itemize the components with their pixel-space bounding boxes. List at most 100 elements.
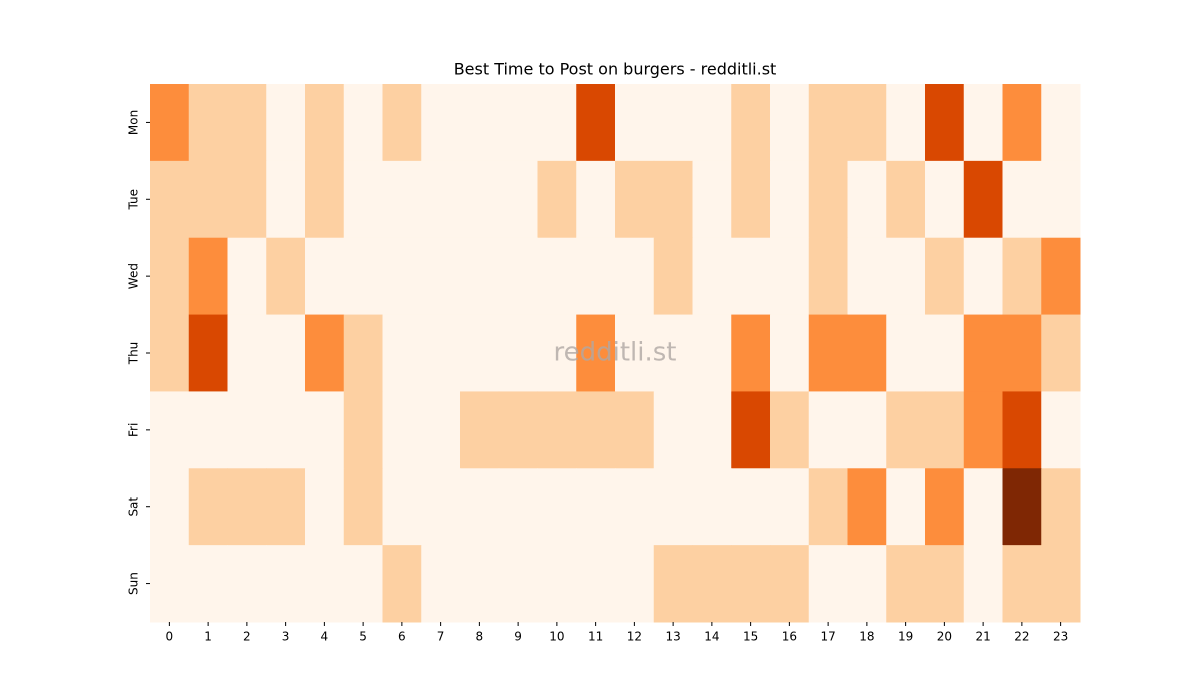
heatmap-cell	[188, 160, 228, 239]
heatmap-cell	[692, 237, 732, 316]
heatmap-cell	[847, 160, 887, 239]
heatmap-cell	[576, 391, 616, 469]
heatmap-cell	[1041, 160, 1081, 239]
heatmap-cell	[576, 468, 616, 546]
heatmap-cell	[886, 237, 926, 316]
heatmap-cell	[227, 160, 267, 239]
heatmap-cell	[615, 160, 655, 239]
heatmap-cell	[460, 237, 500, 316]
heatmap-cell	[692, 160, 732, 239]
heatmap-cell	[886, 160, 926, 239]
x-tick-label: 7	[437, 630, 445, 644]
heatmap-cell	[343, 84, 383, 162]
heatmap-cell	[421, 314, 461, 392]
heatmap-cell	[576, 84, 616, 162]
x-tick-label: 10	[549, 630, 564, 644]
heatmap-cell	[576, 545, 616, 623]
heatmap-cell	[343, 391, 383, 469]
x-tick-label: 13	[665, 630, 680, 644]
heatmap-cell	[770, 237, 810, 316]
heatmap-cell	[421, 84, 461, 162]
heatmap-cell	[770, 468, 810, 546]
heatmap-cell	[731, 545, 771, 623]
heatmap-cell	[150, 160, 190, 239]
heatmap-cell	[770, 160, 810, 239]
heatmap-cell	[1002, 84, 1042, 162]
heatmap-cell	[1041, 391, 1081, 469]
x-tick-label: 22	[1014, 630, 1029, 644]
heatmap-cell	[382, 160, 422, 239]
heatmap-cell	[847, 314, 887, 392]
heatmap-cell	[188, 391, 228, 469]
heatmap-cell	[227, 468, 267, 546]
heatmap-cell	[498, 160, 538, 239]
heatmap-cell	[808, 545, 848, 623]
x-tick-label: 21	[975, 630, 990, 644]
heatmap-cell	[266, 468, 306, 546]
heatmap-cell	[653, 314, 693, 392]
heatmap-cell	[537, 391, 577, 469]
heatmap-cell	[150, 468, 190, 546]
heatmap-cell	[886, 391, 926, 469]
heatmap-cell	[460, 391, 500, 469]
heatmap-cell	[847, 391, 887, 469]
heatmap-cell	[653, 84, 693, 162]
heatmap-cell	[150, 391, 190, 469]
heatmap-cell	[731, 237, 771, 316]
heatmap-cell	[343, 314, 383, 392]
heatmap-cell	[731, 84, 771, 162]
x-tick-label: 15	[743, 630, 758, 644]
heatmap-cell	[963, 84, 1003, 162]
heatmap-cell	[343, 160, 383, 239]
heatmap-cell	[382, 468, 422, 546]
heatmap-cell	[731, 391, 771, 469]
heatmap-cell	[847, 545, 887, 623]
heatmap-cell	[1002, 237, 1042, 316]
heatmap-cell	[770, 84, 810, 162]
y-tick-label: Thu	[127, 342, 141, 366]
heatmap-cell	[692, 391, 732, 469]
heatmap-cell	[1002, 314, 1042, 392]
heatmap-cell	[731, 160, 771, 239]
heatmap-cell	[576, 314, 616, 392]
heatmap-cell	[615, 391, 655, 469]
heatmap-cell	[1002, 160, 1042, 239]
y-tick-label: Sat	[127, 497, 141, 517]
heatmap-cell	[227, 545, 267, 623]
y-tick-label: Fri	[127, 423, 141, 437]
x-tick-label: 1	[204, 630, 212, 644]
x-tick-label: 18	[859, 630, 874, 644]
heatmap-cell	[770, 314, 810, 392]
heatmap-cell	[498, 391, 538, 469]
heatmap-cell	[343, 545, 383, 623]
heatmap-cell	[692, 314, 732, 392]
heatmap-cell	[576, 237, 616, 316]
heatmap-cell	[150, 237, 190, 316]
heatmap-cell	[305, 545, 345, 623]
heatmap-cell	[1041, 314, 1081, 392]
x-tick-label: 2	[243, 630, 251, 644]
heatmap-cell	[537, 545, 577, 623]
heatmap-cell	[731, 314, 771, 392]
y-tick-label: Sun	[127, 572, 141, 595]
heatmap-cell	[421, 391, 461, 469]
heatmap-cell	[305, 237, 345, 316]
x-tick-label: 6	[398, 630, 406, 644]
heatmap-cell	[963, 160, 1003, 239]
x-tick-label: 5	[359, 630, 367, 644]
heatmap-cell	[1002, 545, 1042, 623]
heatmap-cell	[537, 314, 577, 392]
heatmap-cell	[188, 468, 228, 546]
heatmap-cell	[266, 237, 306, 316]
heatmap-cell	[382, 314, 422, 392]
x-tick-label: 4	[321, 630, 329, 644]
heatmap-cell	[460, 468, 500, 546]
heatmap-cell	[305, 468, 345, 546]
heatmap-cell	[382, 545, 422, 623]
heatmap-cell	[1041, 545, 1081, 623]
heatmap-cell	[227, 84, 267, 162]
heatmap-cell	[847, 468, 887, 546]
heatmap-cell	[305, 160, 345, 239]
y-tick-label: Tue	[127, 189, 141, 211]
x-tick-label: 9	[514, 630, 522, 644]
